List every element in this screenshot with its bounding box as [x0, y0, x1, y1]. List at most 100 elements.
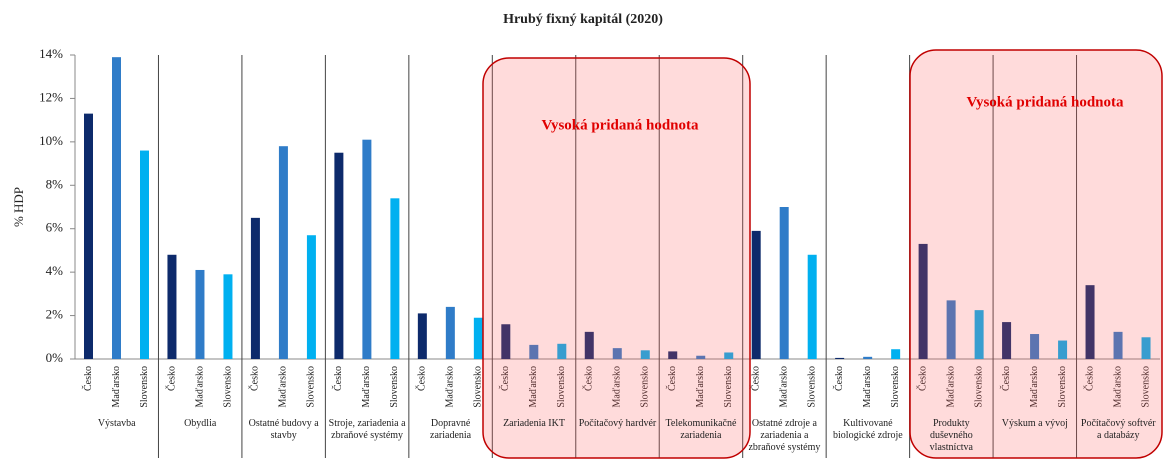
bar: [250, 217, 260, 359]
group-label: Ostatné zdroje a zariadenia a zbraňové s…: [748, 418, 821, 453]
bar: [612, 348, 622, 359]
bar-series-label: Česko: [833, 366, 845, 391]
bar: [640, 350, 650, 359]
bar: [1002, 322, 1012, 359]
group-label: Počítačový hardvér: [578, 418, 657, 429]
highlight-box: [909, 49, 1163, 459]
bar-series-label: Maďarsko: [194, 366, 205, 407]
bar-series-label: Slovensko: [973, 366, 984, 408]
bar: [835, 357, 845, 359]
bar: [390, 198, 400, 359]
bar-series-label: Maďarsko: [695, 366, 706, 407]
bar: [779, 207, 789, 359]
group-label: Dopravné zariadenia: [430, 418, 472, 441]
bar: [1141, 337, 1151, 359]
bar: [946, 300, 956, 359]
bar: [529, 344, 539, 359]
bar-series-label: Česko: [583, 366, 595, 391]
bar-series-label: Maďarsko: [528, 366, 539, 407]
bar: [863, 356, 873, 359]
bar: [417, 313, 427, 359]
bar-series-label: Maďarsko: [612, 366, 623, 407]
bar: [362, 139, 372, 359]
bar: [974, 310, 984, 359]
y-axis-label: % HDP: [11, 187, 26, 227]
bar: [557, 343, 567, 359]
group-label: Ostatné budovy a stavby: [248, 418, 319, 441]
chart-title: Hrubý fixný kapitál (2020): [503, 12, 663, 27]
bar-series-label: Česko: [1000, 366, 1012, 391]
bar-series-label: Česko: [1083, 366, 1095, 391]
annotation: Vysoká pridaná hodnota: [541, 117, 699, 133]
bar-series-label: Česko: [666, 366, 678, 391]
bar: [445, 306, 455, 359]
group-label: Počítačový softvér a databázy: [1080, 418, 1156, 441]
bar: [724, 352, 734, 359]
bar: [167, 254, 177, 359]
bar: [584, 331, 594, 359]
bar-series-label: Maďarsko: [445, 366, 456, 407]
bar-series-label: Slovensko: [1140, 366, 1151, 408]
bar: [807, 254, 817, 359]
highlight-box: [482, 57, 751, 459]
bar-series-label: Slovensko: [556, 366, 567, 408]
bar-series-label: Česko: [82, 366, 94, 391]
group-label: Výstavba: [97, 418, 136, 429]
bar-series-label: Česko: [749, 366, 761, 391]
bar-series-label: Slovensko: [806, 366, 817, 408]
bar-series-label: Maďarsko: [862, 366, 873, 407]
y-tick-label: 0%: [46, 350, 64, 365]
bar-series-label: Maďarsko: [361, 366, 372, 407]
bar-series-label: Česko: [165, 366, 177, 391]
bar: [696, 355, 706, 359]
bar: [891, 349, 901, 359]
group-label: Obydlia: [184, 418, 217, 429]
bar-series-label: Slovensko: [890, 366, 901, 408]
bar-series-label: Slovensko: [640, 366, 651, 408]
bar: [1085, 285, 1095, 359]
group-label: Stroje, zariadenia a zbraňové systémy: [328, 418, 406, 441]
bar-series-label: Slovensko: [222, 366, 233, 408]
group-label: Zariadenia IKT: [503, 418, 565, 429]
bar-series-label: Slovensko: [1057, 366, 1068, 408]
bar: [223, 274, 233, 359]
y-tick-label: 8%: [46, 176, 64, 191]
bar-series-label: Maďarsko: [111, 366, 122, 407]
y-tick-label: 10%: [39, 133, 63, 148]
group-label: Výskum a vývoj: [1001, 418, 1068, 429]
bar: [473, 317, 483, 359]
bar-series-label: Slovensko: [139, 366, 150, 408]
bar: [1030, 334, 1040, 359]
bar: [751, 230, 761, 359]
group-label: Telekomunikačné zariadenia: [665, 418, 737, 441]
bar-series-label: Slovensko: [306, 366, 317, 408]
bar-series-label: Slovensko: [389, 366, 400, 408]
bar: [278, 146, 288, 359]
bar: [195, 269, 205, 359]
bar-series-label: Maďarsko: [778, 366, 789, 407]
bar-series-label: Česko: [332, 366, 344, 391]
y-tick-label: 14%: [39, 46, 63, 61]
group-label: Produkty duševného vlastníctva: [929, 418, 973, 453]
bar: [112, 57, 121, 360]
bar: [668, 351, 678, 359]
bar-series-label: Česko: [916, 366, 928, 391]
y-tick-label: 6%: [46, 220, 64, 235]
bar-series-label: Česko: [499, 366, 511, 391]
bar-series-label: Maďarsko: [1029, 366, 1040, 407]
bar: [501, 324, 511, 359]
bar: [334, 152, 344, 359]
bar-series-label: Maďarsko: [945, 366, 956, 407]
y-tick-label: 12%: [39, 89, 63, 104]
bar: [918, 243, 928, 359]
bar: [140, 150, 149, 359]
bar-series-label: Maďarsko: [278, 366, 289, 407]
bar-series-label: Česko: [249, 366, 261, 391]
annotation: Vysoká pridaná hodnota: [966, 94, 1124, 110]
bar: [1113, 331, 1123, 359]
y-tick-label: 2%: [46, 307, 64, 322]
bar: [306, 235, 316, 359]
bar: [84, 113, 93, 359]
y-tick-label: 4%: [46, 263, 64, 278]
